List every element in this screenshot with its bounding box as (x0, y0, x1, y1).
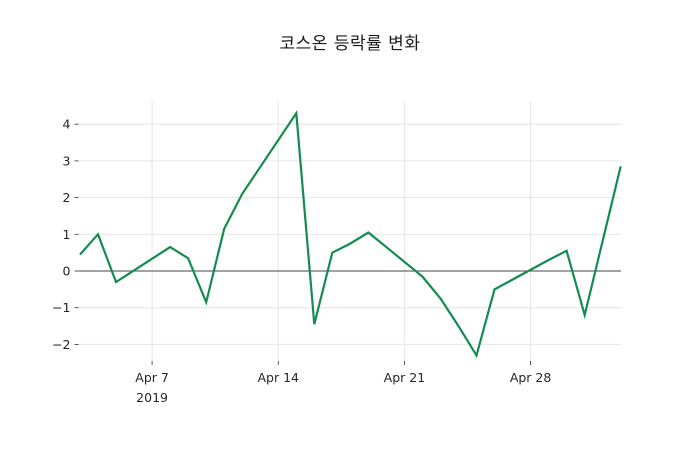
y-tick-label: 3 (63, 153, 71, 168)
x-tick-label: Apr 7 (135, 370, 169, 385)
x-axis-year-label: 2019 (136, 390, 168, 405)
y-tick-label: −2 (52, 337, 70, 352)
y-tick-label: −1 (52, 300, 70, 315)
x-tick-label: Apr 21 (384, 370, 426, 385)
series-line (79, 109, 622, 359)
x-tick-label: Apr 14 (257, 370, 299, 385)
chart-title: 코스온 등락률 변화 (279, 34, 421, 54)
x-tick-label: Apr 28 (510, 370, 552, 385)
y-tick-label: 1 (63, 227, 71, 242)
y-tick-label: 4 (63, 117, 71, 132)
y-tick-label: 2 (63, 190, 71, 205)
y-tick-label: 0 (63, 264, 71, 279)
